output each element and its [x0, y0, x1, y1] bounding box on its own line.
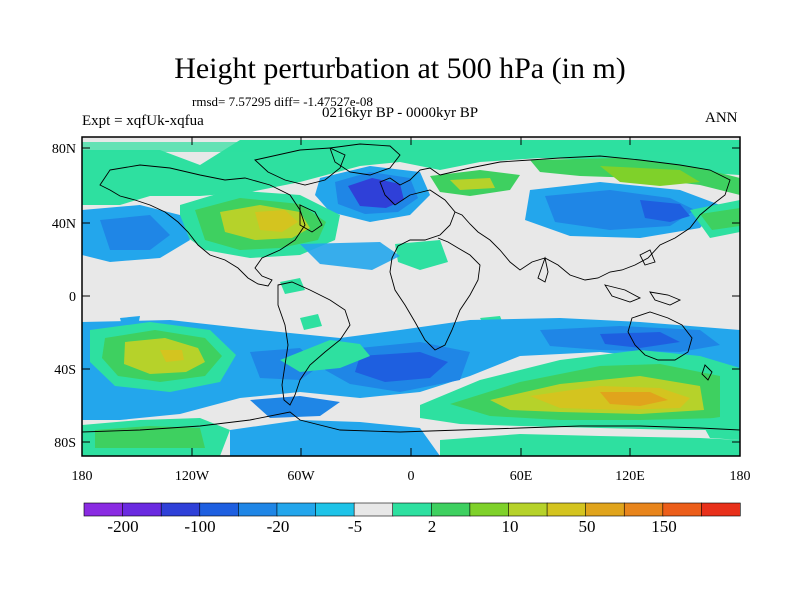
lon-label: 0 — [408, 469, 415, 484]
colorbar-swatch — [199, 502, 239, 517]
tick-marks — [82, 137, 740, 456]
colorbar-label: -200 — [107, 517, 138, 536]
colorbar-swatch — [276, 502, 317, 517]
colorbar-swatch — [238, 502, 278, 517]
height-field — [82, 137, 740, 456]
colorbar-swatch — [508, 502, 548, 517]
lat-label: 0 — [69, 290, 76, 305]
colorbar-swatch — [392, 502, 432, 517]
lon-label: 180 — [72, 469, 93, 484]
colorbar-label: -20 — [267, 517, 290, 536]
colorbar-swatch — [160, 502, 201, 517]
colorbar-label: 2 — [428, 517, 437, 536]
lon-label: 60W — [287, 469, 315, 484]
experiment-label: Expt = xqfUk-xqfua — [82, 113, 204, 129]
colorbar-swatch — [585, 502, 625, 517]
colorbar-swatch — [469, 502, 510, 517]
colorbar-label: 50 — [579, 517, 596, 536]
lat-label: 40S — [54, 363, 76, 378]
stats-label: rmsd= 7.57295 diff= -1.47527e-08 — [192, 94, 373, 109]
colorbar-label: 150 — [651, 517, 677, 536]
colorbar-swatch — [701, 502, 741, 517]
colorbar-swatch — [122, 502, 162, 517]
lat-label: 80S — [54, 436, 76, 451]
colorbar-swatch — [315, 502, 355, 517]
colorbar-swatch — [662, 502, 703, 517]
colorbar-labels: -200 -100 -20 -5 2 10 50 150 — [107, 517, 676, 536]
lon-label: 120W — [175, 469, 210, 484]
period-label: 0216kyr BP - 0000kyr BP — [322, 105, 479, 121]
lat-label: 80N — [52, 142, 76, 157]
colorbar-swatch — [546, 502, 587, 517]
lon-label: 180 — [730, 469, 751, 484]
coastlines — [82, 143, 740, 433]
map-title: Height perturbation at 500 hPa (in m) — [174, 52, 626, 85]
colorbar-swatch — [353, 502, 394, 517]
colorbar-label: 10 — [502, 517, 519, 536]
colorbar-swatch — [623, 502, 664, 517]
lat-label: 40N — [52, 217, 76, 232]
colorbar-swatch — [83, 502, 124, 517]
season-label: ANN — [705, 110, 738, 126]
colorbar-label: -100 — [184, 517, 215, 536]
lon-label: 60E — [510, 469, 533, 484]
colorbar-swatch — [430, 502, 471, 517]
lon-label: 120E — [615, 469, 645, 484]
colorbar-label: -5 — [348, 517, 362, 536]
colorbar — [83, 502, 741, 517]
